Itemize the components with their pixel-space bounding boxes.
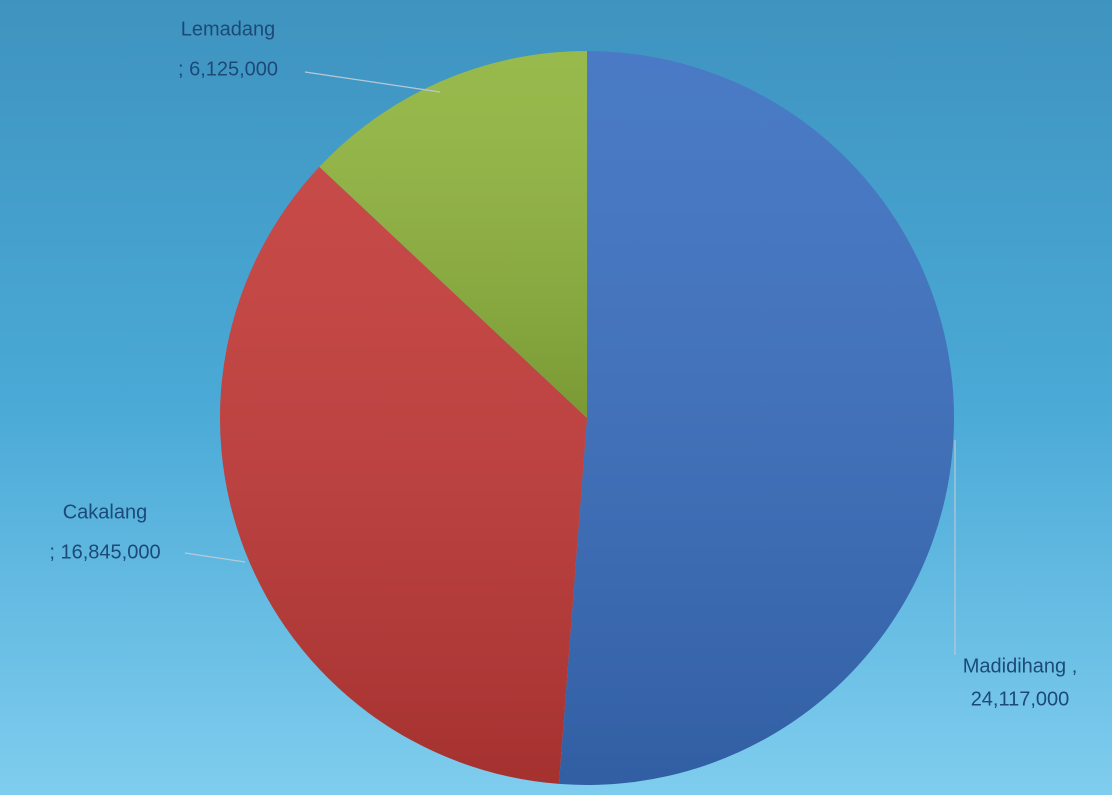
chart: Madidihang , 24,117,000 Cakalang ; 16,845,0… xyxy=(0,0,1112,795)
slice-label: Madidihang , xyxy=(963,655,1078,677)
value-label: 24,117,000 xyxy=(971,688,1070,710)
slice-label: Cakalang xyxy=(63,501,148,523)
slice-label: Lemadang xyxy=(181,18,276,40)
value-label: ; 6,125,000 xyxy=(178,58,278,80)
value-label: ; 16,845,000 xyxy=(49,541,160,563)
